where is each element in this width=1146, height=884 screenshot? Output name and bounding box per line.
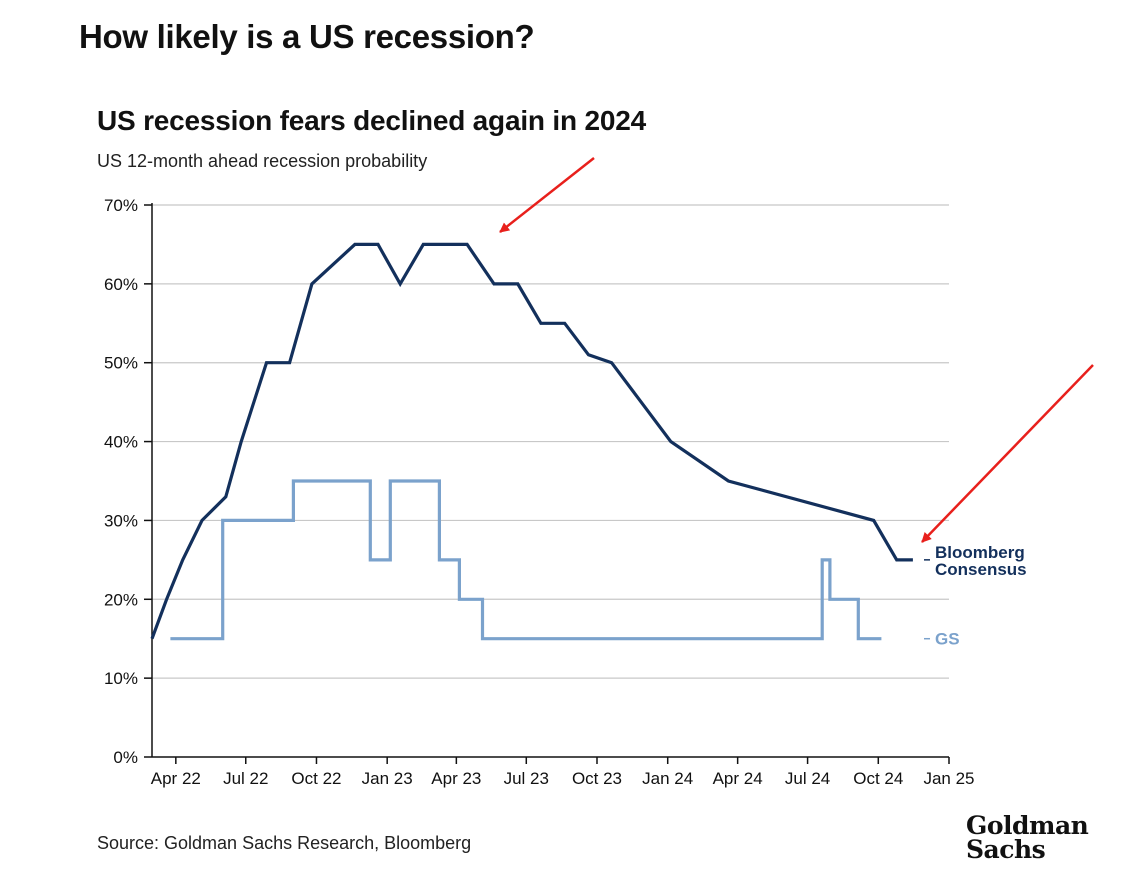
x-tick-label: Oct 22 <box>291 769 341 788</box>
y-tick-label: 40% <box>104 433 138 452</box>
x-tick-label: Jul 24 <box>785 769 830 788</box>
y-tick-label: 0% <box>113 748 138 767</box>
x-tick-label: Jan 24 <box>642 769 693 788</box>
axes: 0% 10% 20% 30% 40% 50% 60% 70% Apr 22 Jul 22 Oct 2… <box>104 196 975 788</box>
x-tick-label: Jul 22 <box>223 769 268 788</box>
series-lines <box>150 242 913 641</box>
x-tick-label: Apr 23 <box>431 769 481 788</box>
gridlines <box>152 204 949 679</box>
y-tick-label: 10% <box>104 669 138 688</box>
x-tick-label: Oct 24 <box>853 769 903 788</box>
x-tick-label: Apr 24 <box>713 769 763 788</box>
y-tick-label: 20% <box>104 590 138 609</box>
x-tick-label: Apr 22 <box>151 769 201 788</box>
page-title: How likely is a US recession? <box>79 18 535 55</box>
x-tick-label: Jan 25 <box>923 769 974 788</box>
arrow-annotation-peak <box>499 157 595 233</box>
bloomberg-consensus-label: Consensus <box>935 560 1027 579</box>
x-tick-label: Oct 23 <box>572 769 622 788</box>
x-tick-label: Jan 23 <box>362 769 413 788</box>
x-tick-label: Jul 23 <box>504 769 549 788</box>
goldman-sachs-logo: Goldman Sachs <box>966 811 1096 864</box>
y-tick-label: 50% <box>104 354 138 373</box>
bloomberg-consensus-label: Bloomberg <box>935 543 1025 562</box>
logo-line-1: Goldman <box>966 811 1089 840</box>
logo-line-2: Sachs <box>966 835 1046 864</box>
source-note: Source: Goldman Sachs Research, Bloomber… <box>97 833 472 853</box>
annotations <box>499 157 1094 543</box>
gs-label: GS <box>935 630 960 649</box>
bloomberg-consensus-line <box>150 242 913 640</box>
chart-subtitle: US 12-month ahead recession probability <box>97 151 428 171</box>
gs-line <box>170 479 882 641</box>
y-tick-label: 60% <box>104 275 138 294</box>
arrow-annotation-latest <box>921 364 1094 543</box>
y-tick-label: 30% <box>104 511 138 530</box>
y-tick-label: 70% <box>104 196 138 215</box>
chart-title: US recession fears declined again in 202… <box>97 105 646 136</box>
